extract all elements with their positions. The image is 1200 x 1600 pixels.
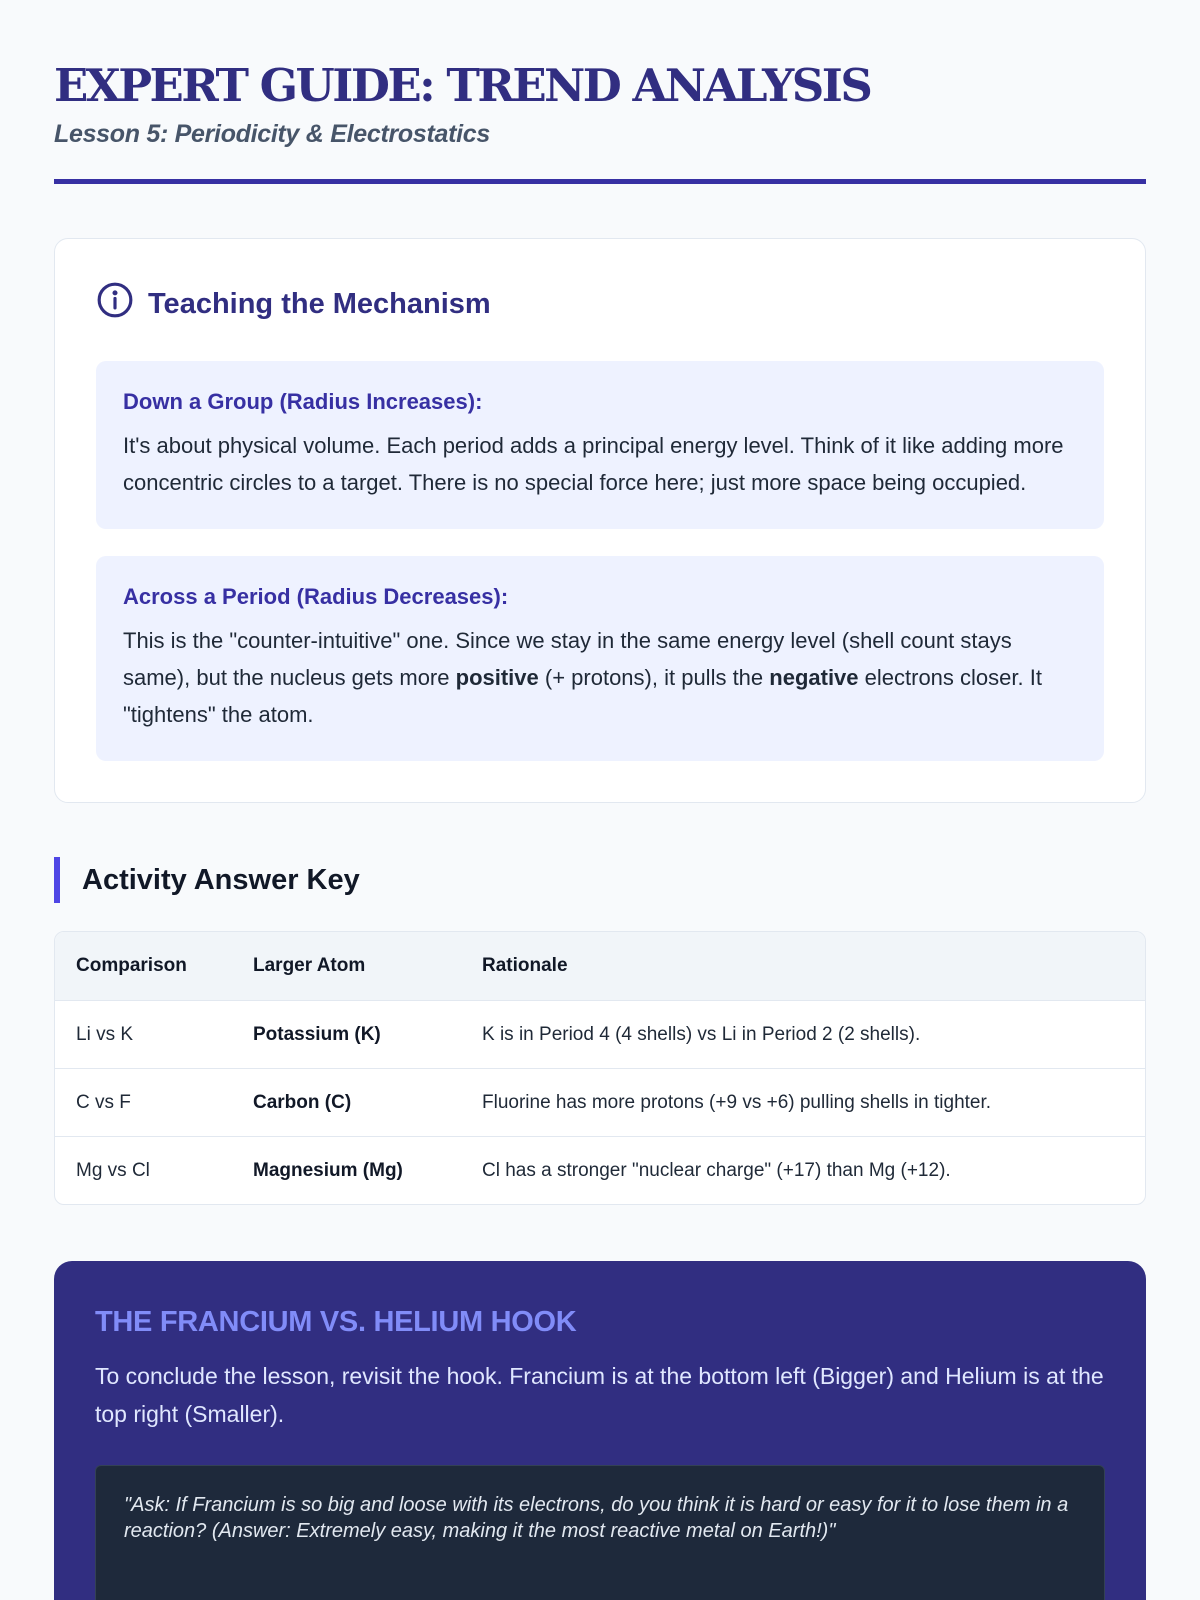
card-title: Teaching the Mechanism	[148, 287, 491, 320]
answer-key-heading: Activity Answer Key	[54, 857, 1146, 903]
accent-bar	[54, 857, 60, 903]
cell-rationale: Cl has a stronger "nuclear charge" (+17)…	[461, 1136, 1145, 1204]
col-comparison: Comparison	[55, 932, 232, 1000]
hook-text: To conclude the lesson, revisit the hook…	[95, 1363, 1104, 1427]
period-trend-box: Across a Period (Radius Decreases): This…	[96, 556, 1104, 761]
section-title: Activity Answer Key	[82, 863, 360, 896]
divider	[54, 179, 1146, 184]
cell-comparison: Li vs K	[55, 1000, 232, 1068]
table-row: Mg vs Cl Magnesium (Mg) Cl has a stronger …	[55, 1136, 1145, 1204]
cell-rationale: K is in Period 4 (4 shells) vs Li in Per…	[461, 1000, 1145, 1068]
info-icon	[96, 281, 134, 327]
table-row: C vs F Carbon (C) Fluorine has more proton…	[55, 1068, 1145, 1136]
answer-key-table: Comparison Larger Atom Rationale Li vs K…	[54, 931, 1146, 1205]
period-text: This is the "counter-intuitive" one. Sin…	[123, 628, 1042, 727]
cell-larger-atom: Magnesium (Mg)	[232, 1136, 461, 1204]
group-heading: Down a Group (Radius Increases):	[123, 389, 483, 414]
page-title: EXPERT GUIDE: TREND ANALYSIS	[54, 59, 873, 112]
cell-larger-atom: Carbon (C)	[232, 1068, 461, 1136]
col-larger-atom: Larger Atom	[232, 932, 461, 1000]
group-trend-box: Down a Group (Radius Increases): It's ab…	[96, 361, 1104, 529]
group-text: It's about physical volume. Each period …	[123, 433, 1064, 495]
mechanism-card: Teaching the Mechanism Down a Group (Rad…	[54, 238, 1146, 803]
page-subtitle: Lesson 5: Periodicity & Electrostatics	[54, 120, 490, 148]
cell-comparison: C vs F	[55, 1068, 232, 1136]
cell-rationale: Fluorine has more protons (+9 vs +6) pul…	[461, 1068, 1145, 1136]
hook-card: THE FRANCIUM VS. HELIUM HOOK To conclude…	[54, 1261, 1146, 1600]
hook-title: THE FRANCIUM VS. HELIUM HOOK	[95, 1306, 577, 1338]
col-rationale: Rationale	[461, 932, 1145, 1000]
period-heading: Across a Period (Radius Decreases):	[123, 584, 509, 609]
cell-larger-atom: Potassium (K)	[232, 1000, 461, 1068]
hook-quote: "Ask: If Francium is so big and loose wi…	[95, 1465, 1105, 1600]
cell-comparison: Mg vs Cl	[55, 1136, 232, 1204]
table-row: Li vs K Potassium (K) K is in Period 4 (4 …	[55, 1000, 1145, 1068]
